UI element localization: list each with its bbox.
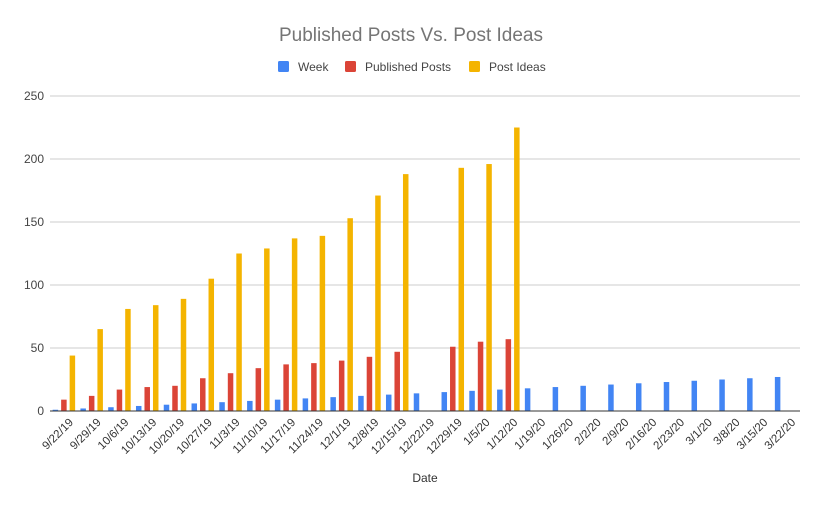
bar-week (719, 379, 725, 411)
bar-week (469, 390, 475, 411)
bar-post-ideas (180, 298, 187, 411)
bar-week (385, 394, 392, 411)
bar-post-ideas (208, 278, 215, 411)
bar-week (608, 384, 614, 411)
bar-week (219, 402, 225, 411)
bar-week (552, 387, 559, 411)
legend-item-published-posts[interactable]: Published Posts (345, 60, 451, 74)
x-axis-ticks: 9/22/199/29/1910/6/1910/13/1910/20/1910/… (40, 417, 798, 457)
bar-week (247, 400, 253, 411)
bars (52, 127, 781, 411)
legend-label: Published Posts (365, 60, 451, 74)
bar-post-ideas (97, 329, 103, 411)
bar-post-ideas (264, 248, 270, 411)
y-axis-ticks: 0 50 100 150 200 250 (24, 89, 44, 418)
bar-week (497, 389, 503, 411)
bar-week (80, 408, 86, 411)
legend-item-post-ideas[interactable]: Post Ideas (469, 60, 546, 74)
bar-week (663, 382, 670, 411)
x-tick-label: 1/26/20 (540, 417, 576, 453)
bar-week (413, 393, 420, 411)
bar-week (330, 397, 336, 411)
x-tick-label: 3/1/20 (684, 417, 715, 448)
bar-post-ideas (236, 253, 242, 411)
legend-swatch (469, 61, 480, 72)
bar-published-posts (88, 395, 95, 411)
y-tick-label: 100 (24, 278, 44, 292)
bar-week (302, 398, 309, 411)
bar-published-posts (227, 373, 234, 411)
legend-item-week[interactable]: Week (278, 60, 329, 74)
x-tick-label: 3/22/20 (763, 417, 799, 453)
bar-published-posts (200, 378, 206, 411)
bar-week (358, 395, 364, 411)
y-tick-label: 0 (37, 404, 44, 418)
bar-week (635, 383, 642, 411)
bar-week (691, 380, 698, 411)
y-tick-label: 200 (24, 152, 44, 166)
bar-week (747, 378, 753, 411)
bar-post-ideas (486, 164, 492, 411)
legend: Week Published Posts Post Ideas (278, 60, 546, 74)
chart-title: Published Posts Vs. Post Ideas (279, 25, 543, 46)
legend-swatch (345, 61, 356, 72)
bar-post-ideas (69, 355, 76, 411)
y-tick-label: 150 (24, 215, 44, 229)
gridlines (50, 95, 800, 349)
x-axis-title: Date (412, 471, 438, 485)
bar-published-posts (338, 360, 345, 411)
bar-post-ideas (514, 127, 520, 411)
bar-week (163, 404, 170, 411)
bar-week (274, 399, 281, 411)
legend-label: Week (298, 60, 329, 74)
bar-published-posts (505, 339, 512, 411)
y-tick-label: 50 (31, 341, 45, 355)
y-tick-label: 250 (24, 89, 44, 103)
bar-published-posts (450, 346, 456, 411)
bar-post-ideas (347, 218, 353, 411)
bar-published-posts (366, 356, 373, 411)
bar-week (135, 405, 142, 411)
bar-post-ideas (125, 308, 131, 411)
bar-week (52, 409, 59, 411)
bar-week (524, 388, 531, 411)
legend-swatch (278, 61, 289, 72)
bar-week (441, 392, 448, 411)
bar-published-posts (255, 368, 262, 411)
bar-week (774, 376, 781, 411)
bar-post-ideas (291, 238, 298, 411)
bar-published-posts (116, 389, 123, 411)
bar-published-posts (283, 364, 289, 411)
bar-post-ideas (458, 167, 465, 411)
bar-post-ideas (402, 174, 409, 411)
bar-post-ideas (375, 195, 381, 411)
bar-post-ideas (152, 305, 159, 411)
bar-week (191, 403, 198, 411)
bar-published-posts (394, 351, 400, 411)
bar-published-posts (61, 399, 67, 411)
bar-week (580, 385, 586, 411)
x-tick-label: 2/2/20 (573, 417, 604, 448)
legend-label: Post Ideas (489, 60, 546, 74)
bar-published-posts (477, 341, 484, 411)
bar-published-posts (172, 385, 178, 411)
bar-published-posts (144, 387, 150, 411)
bar-post-ideas (319, 235, 326, 411)
bar-week (108, 407, 114, 411)
x-tick-label: 2/23/20 (652, 417, 688, 453)
bar-published-posts (311, 363, 317, 411)
